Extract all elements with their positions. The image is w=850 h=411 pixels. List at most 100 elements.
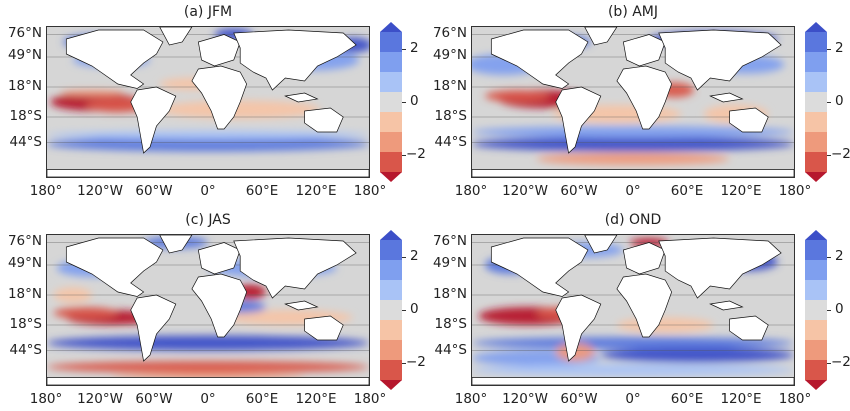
continent-shape bbox=[472, 377, 794, 385]
anomaly-region bbox=[53, 307, 118, 319]
continent-shape bbox=[130, 86, 177, 154]
lon-label: 0° bbox=[200, 391, 216, 407]
anomaly-region bbox=[47, 361, 369, 373]
map-svg bbox=[472, 27, 794, 177]
colorbar-tick-label: 2 bbox=[835, 248, 844, 265]
colorbar-extend-top bbox=[380, 22, 402, 32]
map-area bbox=[46, 26, 370, 178]
colorbar-tick-label: 0 bbox=[835, 93, 844, 109]
continent-shape bbox=[555, 294, 602, 362]
panel-ond: (d) OND 76°N 49°N 18°N 18°S 44°S 180° 120°W 60°W… bbox=[425, 208, 850, 411]
colorbar-segment bbox=[380, 132, 402, 153]
colorbar-tick-mark bbox=[402, 310, 406, 311]
panel-title: (b) AMJ bbox=[607, 4, 659, 20]
map-area bbox=[46, 234, 370, 386]
continent-shape bbox=[284, 300, 319, 311]
continent-shape bbox=[191, 273, 248, 338]
anomaly-region bbox=[47, 335, 369, 351]
continent-shape bbox=[47, 169, 369, 177]
anomaly-region bbox=[59, 90, 125, 96]
lat-label: 44°S bbox=[434, 134, 468, 151]
colorbar-segment bbox=[805, 340, 827, 361]
colorbar-tick-label: 2 bbox=[410, 248, 419, 265]
anomaly-region bbox=[536, 153, 730, 165]
lat-label: 44°S bbox=[434, 342, 468, 359]
lat-label: 76°N bbox=[7, 24, 42, 41]
anomaly-region bbox=[472, 337, 794, 349]
colorbar-tick-mark bbox=[827, 257, 831, 259]
colorbar-segment bbox=[805, 240, 827, 261]
colorbar-extend-top bbox=[805, 230, 827, 240]
colorbar-tick-label: 0 bbox=[835, 301, 844, 317]
colorbar-extend-bottom bbox=[380, 172, 402, 182]
anomaly-region bbox=[47, 130, 369, 140]
colorbar-tick-mark bbox=[402, 154, 406, 156]
colorbar-tick-mark bbox=[827, 154, 831, 156]
continent-shape bbox=[490, 29, 589, 89]
lat-label: 49°N bbox=[432, 255, 467, 272]
panel-jas: (c) JAS 76°N 49°N 18°N 18°S 44°S 180° 120°W 60°W… bbox=[0, 208, 426, 411]
continent-shape bbox=[729, 315, 769, 341]
continent-shape bbox=[709, 300, 744, 311]
lat-label: 44°S bbox=[9, 342, 43, 359]
lon-label: 180° bbox=[454, 391, 488, 407]
lon-label: 180° bbox=[353, 183, 387, 199]
colorbar-tick-mark bbox=[402, 257, 406, 259]
colorbar-tick-mark bbox=[827, 362, 831, 364]
lon-label: 120°E bbox=[295, 183, 337, 199]
lon-label: 120°E bbox=[295, 391, 337, 407]
continent-shape bbox=[584, 235, 618, 254]
lon-label: 60°W bbox=[560, 391, 598, 407]
colorbar-segment bbox=[380, 72, 402, 93]
colorbar-tick-label: 0 bbox=[410, 301, 419, 317]
lon-label: 60°W bbox=[135, 391, 173, 407]
panel-amj: (b) AMJ 76°N 49°N 18°N 18°S 44°S 180° 120°W 60°W… bbox=[425, 0, 850, 203]
lat-label: 18°N bbox=[432, 285, 467, 302]
anomaly-region bbox=[472, 126, 794, 138]
lon-label: 120°W bbox=[77, 391, 123, 407]
map-area bbox=[471, 26, 795, 178]
lon-label: 180° bbox=[29, 183, 63, 199]
lon-label: 0° bbox=[625, 391, 641, 407]
colorbar-tick-label: 2 bbox=[835, 40, 844, 57]
lat-label: 49°N bbox=[432, 47, 467, 64]
continent-shape bbox=[709, 92, 744, 103]
lat-label: 18°S bbox=[434, 108, 468, 125]
lon-label: 120°E bbox=[720, 391, 762, 407]
continent-shape bbox=[159, 235, 193, 254]
colorbar-tick-label: 0 bbox=[410, 93, 419, 109]
colorbar-segment bbox=[805, 112, 827, 133]
lon-label: 60°E bbox=[670, 391, 704, 407]
colorbar-segment bbox=[805, 72, 827, 93]
colorbar-extend-bottom bbox=[380, 380, 402, 390]
colorbar-segment bbox=[805, 52, 827, 73]
colorbar-segment bbox=[380, 52, 402, 73]
lat-label: 18°N bbox=[432, 77, 467, 94]
colorbar-segment bbox=[805, 300, 827, 321]
colorbar-extend-bottom bbox=[805, 380, 827, 390]
continent-shape bbox=[584, 27, 618, 46]
continent-shape bbox=[197, 34, 241, 67]
lat-label: 49°N bbox=[7, 47, 42, 64]
colorbar bbox=[805, 230, 827, 390]
colorbar-segment bbox=[805, 280, 827, 301]
lon-label: 60°E bbox=[245, 391, 279, 407]
colorbar-segment bbox=[380, 320, 402, 341]
colorbar-tick-label: −2 bbox=[831, 353, 850, 370]
colorbar-extend-bottom bbox=[805, 172, 827, 182]
colorbar-tick-mark bbox=[402, 102, 406, 103]
colorbar-segment bbox=[380, 32, 402, 53]
colorbar-segment bbox=[380, 360, 402, 381]
colorbar-segment bbox=[805, 320, 827, 341]
lon-label: 120°W bbox=[77, 183, 123, 199]
continent-shape bbox=[65, 237, 164, 297]
lon-label: 0° bbox=[625, 183, 641, 199]
colorbar-tick-mark bbox=[402, 49, 406, 51]
continent-shape bbox=[304, 107, 344, 133]
continent-shape bbox=[197, 242, 241, 275]
lat-label: 44°S bbox=[9, 134, 43, 151]
colorbar-segment bbox=[805, 360, 827, 381]
colorbar-extend-top bbox=[805, 22, 827, 32]
anomaly-region bbox=[600, 347, 794, 363]
map-svg bbox=[47, 235, 369, 385]
